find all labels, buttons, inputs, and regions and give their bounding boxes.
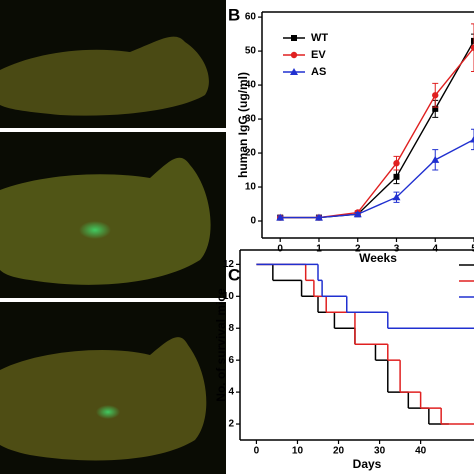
x-tick-label: 3 [394, 244, 400, 255]
marker [353, 210, 362, 218]
y-tick-label: 4 [228, 387, 234, 398]
legend-label: WT [311, 32, 328, 44]
marker [392, 193, 401, 201]
y-axis-label: human IgG (ug/ml) [236, 72, 250, 178]
marker [393, 173, 400, 180]
y-tick-label: 2 [228, 419, 234, 430]
y-tick-label: 20 [245, 148, 257, 159]
y-tick-label: 12 [223, 259, 235, 270]
legend-label: EV [311, 49, 326, 61]
plot-area [256, 263, 474, 425]
marker [290, 68, 298, 75]
marker [470, 135, 474, 143]
marker [291, 35, 297, 41]
x-axis-label: Days [353, 457, 382, 471]
x-tick-label: 0 [277, 244, 283, 255]
y-tick-label: 50 [245, 46, 257, 57]
x-tick-label: 4 [432, 244, 438, 255]
y-tick-label: 10 [223, 291, 235, 302]
image-panel [0, 0, 226, 474]
y-tick-label: 10 [245, 182, 257, 193]
y-tick-label: 0 [250, 216, 256, 227]
x-tick-label: 2 [355, 244, 361, 255]
y-tick-label: 40 [245, 80, 257, 91]
x-tick-label: 10 [292, 446, 304, 457]
marker [432, 92, 439, 99]
x-tick-label: 0 [254, 446, 260, 457]
marker [471, 37, 474, 44]
panel-label: B [228, 5, 240, 24]
x-tick-label: 30 [374, 446, 386, 457]
x-axis-label: Weeks [359, 251, 397, 265]
x-tick-label: 5 [471, 244, 474, 255]
legend-label: AS [311, 66, 326, 78]
marker [276, 213, 285, 221]
x-tick-label: 20 [333, 446, 345, 457]
x-tick-label: 1 [316, 244, 322, 255]
error-bar [471, 23, 474, 72]
panel-label: C [228, 265, 240, 284]
y-tick-label: 30 [245, 114, 257, 125]
series-line [280, 47, 474, 219]
plot-area [276, 23, 474, 221]
series-line [280, 138, 474, 219]
marker [290, 51, 298, 59]
marker [431, 155, 440, 163]
error-bar [471, 128, 474, 151]
y-axis-label: No. of survival mice [214, 288, 228, 402]
y-tick-label: 6 [228, 355, 234, 366]
marker [393, 160, 400, 167]
series-line [280, 40, 474, 219]
marker [432, 105, 439, 112]
y-tick-label: 8 [228, 323, 234, 334]
marker [470, 44, 474, 51]
marker [314, 213, 323, 221]
x-tick-label: 40 [415, 446, 427, 457]
y-tick-label: 60 [245, 12, 257, 23]
